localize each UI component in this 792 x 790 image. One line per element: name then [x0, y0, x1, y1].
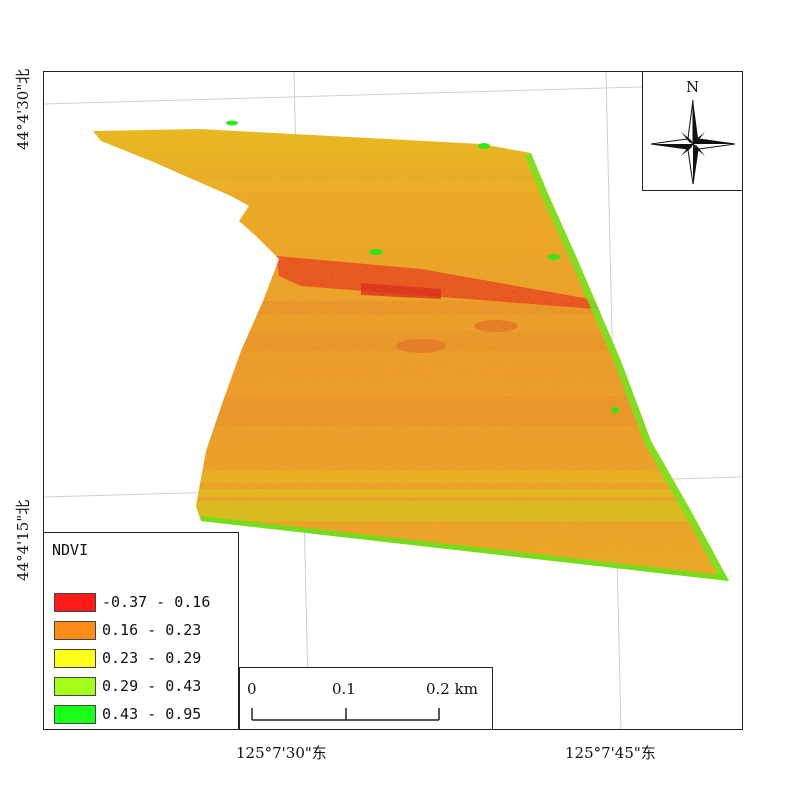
- legend-swatch: [54, 648, 96, 668]
- scale-bar: 0 0.1 0.2 km: [239, 667, 493, 730]
- scale-label-end: 0.2 km: [426, 680, 478, 698]
- north-arrow-box: N: [642, 71, 743, 191]
- ndvi-map: [44, 72, 742, 729]
- legend-item: 0.43 - 0.95: [54, 703, 201, 725]
- scale-label-0: 0: [247, 680, 257, 698]
- legend-item: -0.37 - 0.16: [54, 591, 210, 613]
- legend-label: 0.29 - 0.43: [102, 677, 202, 695]
- longitude-label-2: 125°7'45"东: [565, 744, 656, 762]
- legend-label: -0.37 - 0.16: [102, 593, 211, 611]
- legend-title: NDVI: [52, 541, 89, 559]
- legend-label: 0.23 - 0.29: [102, 649, 202, 667]
- scale-bar-line: [251, 708, 440, 721]
- scale-label-mid: 0.1: [332, 680, 356, 698]
- legend-label: 0.43 - 0.95: [102, 705, 202, 723]
- legend-swatch: [54, 620, 96, 640]
- legend-item: 0.29 - 0.43: [54, 675, 201, 697]
- latitude-label-2: 44°4'15"北: [14, 499, 32, 581]
- legend-swatch: [54, 676, 96, 696]
- north-letter: N: [685, 78, 700, 96]
- legend-item: 0.23 - 0.29: [54, 647, 201, 669]
- green-patches: [226, 120, 619, 413]
- latitude-label-1: 44°4'30"北: [14, 68, 32, 150]
- legend-item: 0.16 - 0.23: [54, 619, 201, 641]
- north-arrow-compass-icon: [650, 99, 736, 185]
- legend-label: 0.16 - 0.23: [102, 621, 202, 639]
- legend-swatch: [54, 704, 96, 724]
- legend-swatch: [54, 592, 96, 612]
- legend: NDVI -0.37 - 0.16 0.16 - 0.23 0.23 - 0.2…: [43, 532, 239, 730]
- map-frame: [43, 71, 743, 730]
- longitude-label-1: 125°7'30"东: [236, 744, 327, 762]
